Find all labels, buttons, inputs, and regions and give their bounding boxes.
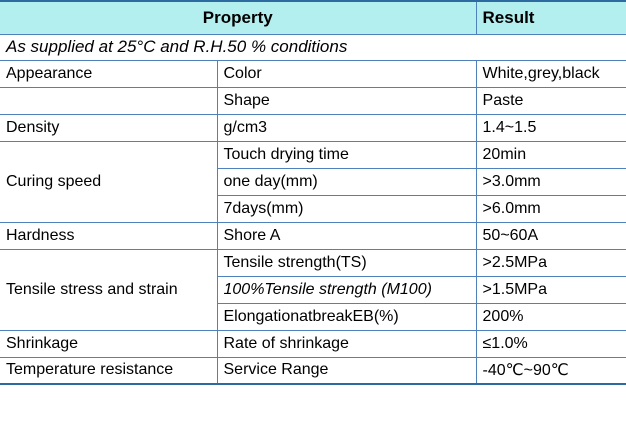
row-tensile-ts: Tensile stress and strain Tensile streng… xyxy=(0,248,626,330)
property-cell: Density xyxy=(0,113,217,141)
row-density: Density g/cm3 1.4~1.5 xyxy=(0,113,626,141)
property-cell xyxy=(0,86,217,114)
row-tensile-elongation: ElongationatbreakEB(%) 200% xyxy=(0,302,626,330)
sub-property-cell: Shore A xyxy=(216,221,477,249)
property-cell: Appearance xyxy=(0,59,217,87)
result-cell: >6.0mm xyxy=(475,194,626,222)
sub-property-cell: Color xyxy=(216,59,477,87)
table-header-row: Property Result xyxy=(0,1,626,34)
result-cell: >2.5MPa xyxy=(475,248,626,276)
header-result: Result xyxy=(475,1,626,34)
result-cell: Paste xyxy=(475,86,626,114)
row-curing-7days: 7days(mm) >6.0mm xyxy=(0,194,626,222)
property-spec-table: Property Result As supplied at 25°C and … xyxy=(0,0,626,385)
sub-property-cell: one day(mm) xyxy=(216,167,477,195)
result-cell: >3.0mm xyxy=(475,167,626,195)
property-cell: Temperature resistance xyxy=(0,356,217,384)
sub-property-cell: Shape xyxy=(216,86,477,114)
result-cell: 1.4~1.5 xyxy=(475,113,626,141)
sub-property-cell: g/cm3 xyxy=(216,113,477,141)
result-cell: -40℃~90℃ xyxy=(475,356,626,384)
row-hardness: Hardness Shore A 50~60A xyxy=(0,221,626,249)
sub-property-cell: Touch drying time xyxy=(216,140,477,168)
row-temperature-resistance: Temperature resistance Service Range -40… xyxy=(0,356,626,384)
result-cell: 200% xyxy=(475,302,626,330)
conditions-note: As supplied at 25°C and R.H.50 % conditi… xyxy=(0,33,626,60)
sub-property-cell: Service Range xyxy=(216,356,477,384)
header-property: Property xyxy=(0,1,477,34)
row-tensile-m100: 100%Tensile strength (M100) >1.5MPa xyxy=(0,275,626,303)
row-shrinkage: Shrinkage Rate of shrinkage ≤1.0% xyxy=(0,329,626,357)
sub-property-cell: Rate of shrinkage xyxy=(216,329,477,357)
sub-property-cell: ElongationatbreakEB(%) xyxy=(216,302,477,330)
sub-property-cell: 7days(mm) xyxy=(216,194,477,222)
property-cell: Tensile stress and strain xyxy=(0,248,217,330)
sub-property-cell: 100%Tensile strength (M100) xyxy=(216,275,477,303)
row-appearance-shape: Shape Paste xyxy=(0,86,626,114)
property-cell: Hardness xyxy=(0,221,217,249)
property-cell: Curing speed xyxy=(0,140,217,222)
property-cell: Shrinkage xyxy=(0,329,217,357)
result-cell: >1.5MPa xyxy=(475,275,626,303)
result-cell: 50~60A xyxy=(475,221,626,249)
row-curing-one-day: one day(mm) >3.0mm xyxy=(0,167,626,195)
row-curing-touch-dry: Curing speed Touch drying time 20min xyxy=(0,140,626,222)
result-cell: White,grey,black xyxy=(475,59,626,87)
result-cell: ≤1.0% xyxy=(475,329,626,357)
conditions-note-row: As supplied at 25°C and R.H.50 % conditi… xyxy=(0,33,626,60)
row-appearance-color: Appearance Color White,grey,black xyxy=(0,59,626,87)
sub-property-cell: Tensile strength(TS) xyxy=(216,248,477,276)
result-cell: 20min xyxy=(475,140,626,168)
